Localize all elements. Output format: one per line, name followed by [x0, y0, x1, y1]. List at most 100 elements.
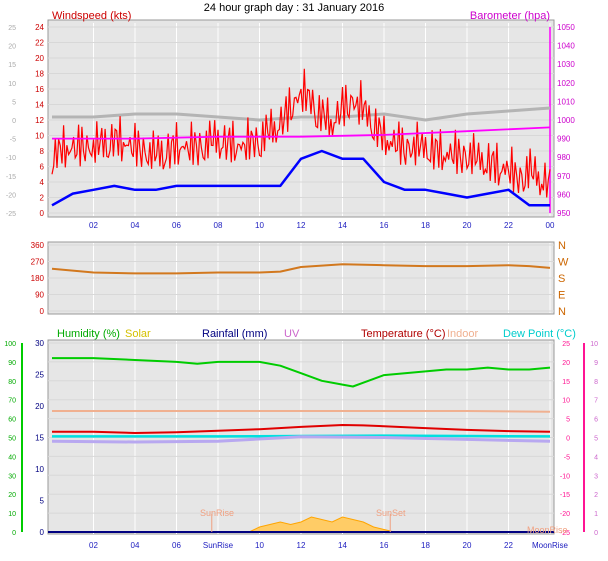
y-tick-temperature: -25 [560, 530, 570, 537]
y-tick-rainfall: 0 [40, 528, 45, 537]
y-tick-uv: 0 [594, 530, 598, 537]
compass-label: E [558, 290, 565, 302]
y-tick-temperature: -15 [560, 492, 570, 499]
y-tick-humidity: 40 [8, 454, 16, 461]
y-tick-rainfall: 25 [35, 371, 44, 380]
y-tick-barometer: 1040 [557, 42, 575, 51]
y-tick-uv: 8 [594, 379, 598, 386]
x-tick: SunRise [203, 541, 234, 550]
y-tick-humidity: 80 [8, 379, 16, 386]
legend-indoor: Indoor [447, 328, 479, 340]
x-tick: 08 [214, 221, 223, 230]
legend-dewpoint: Dew Point (°C) [503, 328, 576, 340]
chart-title: 24 hour graph day : 31 January 2016 [204, 2, 384, 14]
x-tick: 04 [131, 541, 140, 550]
series-wind-direction [51, 263, 551, 275]
y-tick-gray: 10 [8, 81, 16, 88]
y-tick-barometer: 970 [557, 172, 571, 181]
y-tick-windspeed: 0 [40, 209, 45, 218]
y-tick-humidity: 100 [4, 341, 16, 348]
sunset-annotation: SunSet [376, 508, 406, 518]
y-tick-windspeed: 20 [35, 54, 44, 63]
y-tick-gray: 5 [12, 99, 16, 106]
y-tick-gray: 25 [8, 25, 16, 32]
x-tick: 22 [504, 221, 513, 230]
y-tick-windspeed: 12 [35, 116, 44, 125]
x-tick: 10 [255, 221, 264, 230]
compass-label: N [558, 240, 566, 252]
series-windspeed [51, 68, 551, 198]
x-tick: 16 [380, 221, 389, 230]
y-tick-humidity: 0 [12, 530, 16, 537]
compass-label: W [558, 257, 569, 269]
x-tick: 18 [421, 221, 430, 230]
y-tick-rainfall: 20 [35, 402, 44, 411]
y-tick-temperature: -5 [564, 454, 570, 461]
y-tick-windspeed: 22 [35, 39, 44, 48]
y-tick-temperature: -20 [560, 511, 570, 518]
series-indoor-dewpoint [51, 435, 551, 444]
x-tick: 22 [504, 541, 513, 550]
y-tick-barometer: 990 [557, 135, 571, 144]
y-tick-temperature: 20 [562, 360, 570, 367]
series-barometer [52, 126, 551, 140]
y-tick-humidity: 50 [8, 436, 16, 443]
x-tick: 14 [338, 221, 347, 230]
y-tick-temperature: -10 [560, 473, 570, 480]
series-solar [248, 516, 395, 533]
y-tick-barometer: 960 [557, 190, 571, 199]
y-tick-barometer: 1050 [557, 23, 575, 32]
barometer-label: Barometer (hpa) [470, 10, 550, 22]
x-tick: 06 [172, 541, 181, 550]
y-tick-humidity: 20 [8, 492, 16, 499]
y-tick-humidity: 30 [8, 473, 16, 480]
compass-label: N [558, 306, 566, 318]
y-tick-temperature: 10 [562, 398, 570, 405]
y-tick-windspeed: 8 [40, 147, 45, 156]
y-tick-windspeed: 18 [35, 70, 44, 79]
y-tick-temperature: 15 [562, 379, 570, 386]
y-tick-gray: -15 [6, 174, 16, 181]
y-tick-barometer: 1020 [557, 79, 575, 88]
y-tick-uv: 1 [594, 511, 598, 518]
y-tick-direction: 90 [35, 291, 44, 300]
y-tick-windspeed: 24 [35, 23, 44, 32]
x-tick: 14 [338, 541, 347, 550]
x-tick: 10 [255, 541, 264, 550]
sunrise-annotation: SunRise [200, 508, 234, 518]
y-tick-barometer: 1030 [557, 60, 575, 69]
y-tick-rainfall: 5 [40, 497, 45, 506]
x-tick: 06 [172, 221, 181, 230]
y-tick-rainfall: 10 [35, 465, 44, 474]
y-tick-temperature: 25 [562, 341, 570, 348]
y-tick-barometer: 980 [557, 153, 571, 162]
y-tick-gray: -20 [6, 192, 16, 199]
y-tick-humidity: 70 [8, 398, 16, 405]
y-tick-direction: 0 [40, 307, 45, 316]
y-tick-humidity: 10 [8, 511, 16, 518]
y-tick-windspeed: 16 [35, 85, 44, 94]
compass-label: S [558, 273, 565, 285]
y-tick-uv: 6 [594, 417, 598, 424]
series-humidity [52, 357, 551, 388]
x-tick: 20 [463, 221, 472, 230]
legend-solar: Solar [125, 328, 151, 340]
windspeed-label: Windspeed (kts) [52, 10, 131, 22]
legend-temperature: Temperature (°C) [361, 328, 445, 340]
y-tick-rainfall: 15 [35, 434, 44, 443]
y-tick-temperature: 5 [566, 417, 570, 424]
series-indoor [52, 410, 551, 413]
y-tick-humidity: 60 [8, 417, 16, 424]
x-tick: 02 [89, 221, 98, 230]
x-tick: 18 [421, 541, 430, 550]
x-tick: 16 [380, 541, 389, 550]
legend-uv: UV [284, 328, 300, 340]
y-tick-barometer: 950 [557, 209, 571, 218]
y-tick-humidity: 90 [8, 360, 16, 367]
y-tick-barometer: 1000 [557, 116, 575, 125]
y-tick-windspeed: 10 [35, 132, 44, 141]
moonrise-annotation: MoonRise [527, 525, 568, 535]
y-tick-windspeed: 6 [40, 163, 45, 172]
y-tick-direction: 360 [31, 241, 45, 250]
